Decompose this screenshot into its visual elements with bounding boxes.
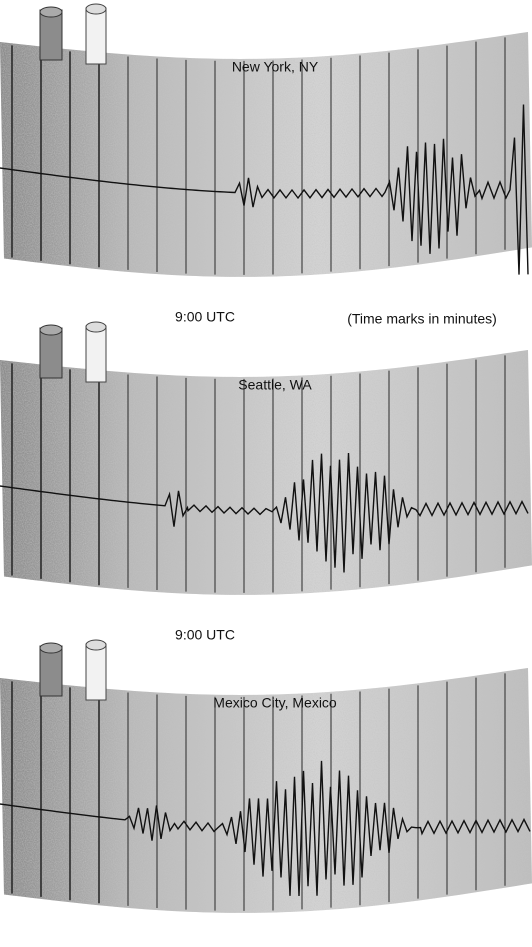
station-label: Seattle, WA <box>238 377 312 393</box>
spindle <box>86 326 106 382</box>
station-label: New York, NY <box>232 59 319 75</box>
time-note: (Time marks in minutes) <box>347 311 497 327</box>
spindle-cap <box>86 322 106 332</box>
spindle <box>86 8 106 64</box>
spindle-cap <box>40 325 62 335</box>
spindle-cap <box>86 640 106 650</box>
seismogram-figure: New York, NY 9:00 UTC (Time marks in minut… <box>0 0 532 942</box>
spindle-cap <box>86 4 106 14</box>
station-label: Mexico City, Mexico <box>213 695 337 711</box>
seismogram-panel: Mexico City, Mexico <box>0 640 532 913</box>
time-label: 9:00 UTC <box>175 627 235 643</box>
time-label: 9:00 UTC <box>175 309 235 325</box>
spindle-cap <box>40 643 62 653</box>
panels: New York, NY 9:00 UTC (Time marks in minut… <box>0 4 532 913</box>
seismogram-panel: Seattle, WA 9:00 UTC <box>0 322 532 643</box>
spindle-cap <box>40 7 62 17</box>
seismogram-panel: New York, NY 9:00 UTC (Time marks in minut… <box>0 4 532 327</box>
spindle <box>86 644 106 700</box>
